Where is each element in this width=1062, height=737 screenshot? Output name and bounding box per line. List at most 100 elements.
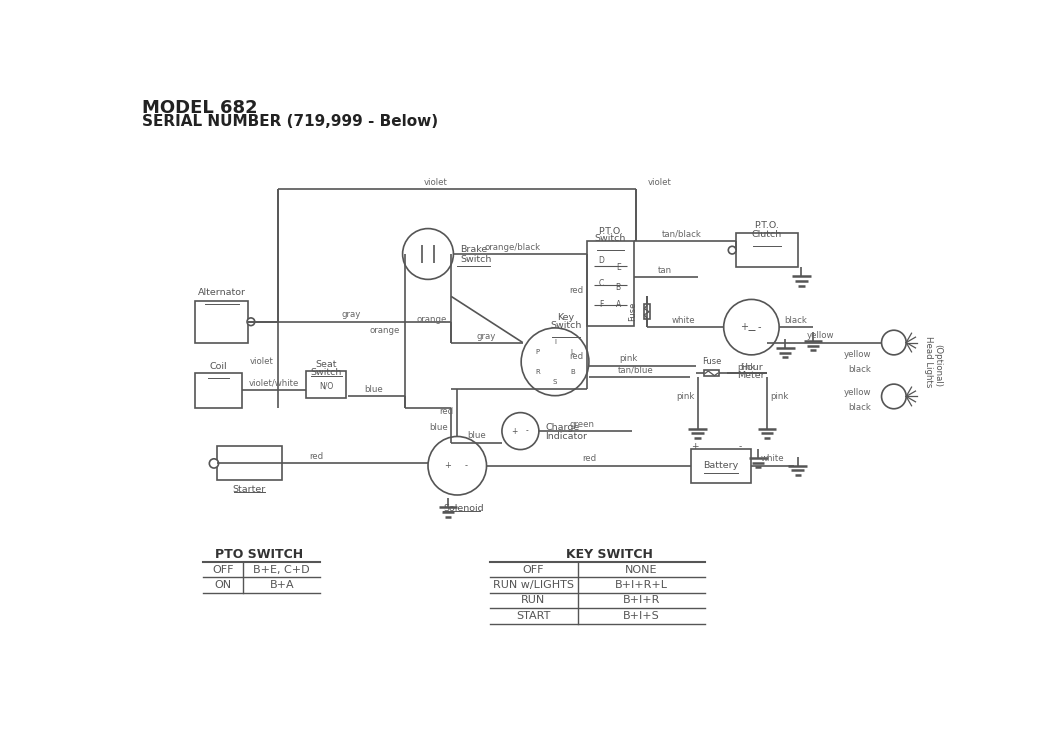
Text: (Optional): (Optional) (933, 344, 942, 387)
Text: R: R (535, 368, 541, 375)
Text: violet/white: violet/white (249, 379, 299, 388)
Text: red: red (569, 286, 583, 295)
Text: Battery: Battery (703, 461, 738, 470)
Text: Brake: Brake (460, 245, 487, 254)
Text: -: - (526, 427, 528, 436)
Bar (195, 301, 247, 343)
Text: S: S (553, 379, 558, 385)
Text: tan/blue: tan/blue (618, 366, 654, 375)
Text: B+I+R+L: B+I+R+L (615, 580, 668, 590)
Text: START: START (516, 611, 551, 621)
Text: Fuse: Fuse (629, 302, 637, 321)
Text: pink: pink (619, 354, 637, 363)
Text: B+E, C+D: B+E, C+D (254, 565, 310, 575)
Circle shape (723, 299, 780, 354)
Text: +: + (740, 322, 748, 332)
Text: F: F (599, 300, 603, 310)
Bar (736, 233, 798, 267)
Text: blue: blue (467, 431, 486, 440)
Bar (217, 447, 281, 481)
Text: A: A (616, 300, 621, 310)
Text: P.T.O.: P.T.O. (754, 221, 780, 230)
Text: orange: orange (417, 315, 447, 324)
Text: L: L (570, 349, 575, 354)
Text: OFF: OFF (523, 565, 544, 575)
Text: gray: gray (341, 310, 361, 319)
Text: E: E (616, 263, 620, 273)
Text: Alternator: Alternator (198, 288, 245, 297)
Text: NONE: NONE (626, 565, 657, 575)
Text: red: red (569, 352, 583, 361)
Text: yellow: yellow (843, 349, 871, 359)
Circle shape (502, 413, 538, 450)
Text: Seat: Seat (315, 360, 337, 369)
Circle shape (729, 246, 736, 254)
Text: B+A: B+A (270, 580, 294, 590)
Text: pink: pink (770, 392, 788, 401)
Text: Switch: Switch (595, 234, 627, 243)
Text: RUN: RUN (521, 595, 546, 606)
Bar (644, 304, 650, 319)
Text: +: + (511, 427, 517, 436)
Text: SERIAL NUMBER (719,999 - Below): SERIAL NUMBER (719,999 - Below) (141, 113, 438, 129)
Text: orange/black: orange/black (484, 242, 541, 251)
Text: D: D (598, 256, 604, 265)
Text: yellow: yellow (807, 331, 835, 340)
Circle shape (881, 330, 906, 354)
Bar (194, 373, 242, 408)
Text: B+I+S: B+I+S (623, 611, 660, 621)
Text: Key: Key (558, 312, 575, 322)
Text: Coil: Coil (210, 362, 227, 371)
Circle shape (402, 228, 453, 279)
Text: Switch: Switch (550, 321, 582, 330)
Circle shape (247, 318, 255, 326)
Text: B: B (570, 368, 575, 375)
Text: yellow: yellow (843, 388, 871, 397)
Text: Switch: Switch (460, 255, 492, 264)
Text: green: green (569, 420, 595, 429)
Text: black: black (847, 365, 871, 374)
Text: B+I+R: B+I+R (622, 595, 660, 606)
Text: Starter: Starter (233, 485, 266, 494)
Text: ON: ON (215, 580, 232, 590)
Circle shape (521, 328, 589, 396)
Text: B: B (616, 282, 621, 292)
Bar (704, 370, 719, 377)
Text: Fuse: Fuse (702, 357, 721, 366)
Text: blue: blue (429, 423, 448, 432)
Text: KEY SWITCH: KEY SWITCH (566, 548, 652, 561)
Text: black: black (785, 316, 807, 325)
Text: Solenoid: Solenoid (443, 504, 483, 513)
Text: white: white (672, 316, 696, 325)
Text: Charge: Charge (545, 423, 579, 432)
Text: white: white (760, 455, 784, 464)
Text: P.T.O.: P.T.O. (598, 226, 623, 236)
Text: pink: pink (737, 363, 755, 371)
Text: +: + (690, 442, 698, 451)
Text: MODEL 682: MODEL 682 (141, 99, 257, 117)
Bar (690, 449, 751, 483)
Text: -: - (757, 322, 760, 332)
Text: P: P (535, 349, 539, 354)
Text: red: red (309, 452, 324, 461)
Text: pink: pink (676, 392, 695, 401)
Text: red: red (583, 455, 597, 464)
Text: blue: blue (364, 385, 383, 394)
Text: +: + (445, 461, 451, 470)
Text: violet: violet (648, 178, 671, 187)
Text: tan: tan (658, 266, 672, 275)
Circle shape (428, 436, 486, 495)
Text: OFF: OFF (212, 565, 234, 575)
Text: black: black (847, 403, 871, 413)
Text: Meter: Meter (738, 371, 766, 380)
Text: violet: violet (424, 178, 448, 187)
Text: I: I (554, 339, 556, 345)
Text: N/O: N/O (320, 382, 333, 391)
Text: RUN w/LIGHTS: RUN w/LIGHTS (493, 580, 573, 590)
Bar (306, 371, 346, 399)
Text: Indicator: Indicator (545, 432, 587, 441)
Text: violet: violet (251, 357, 274, 366)
Text: gray: gray (476, 332, 496, 341)
Circle shape (209, 459, 219, 468)
Text: PTO SWITCH: PTO SWITCH (215, 548, 303, 561)
